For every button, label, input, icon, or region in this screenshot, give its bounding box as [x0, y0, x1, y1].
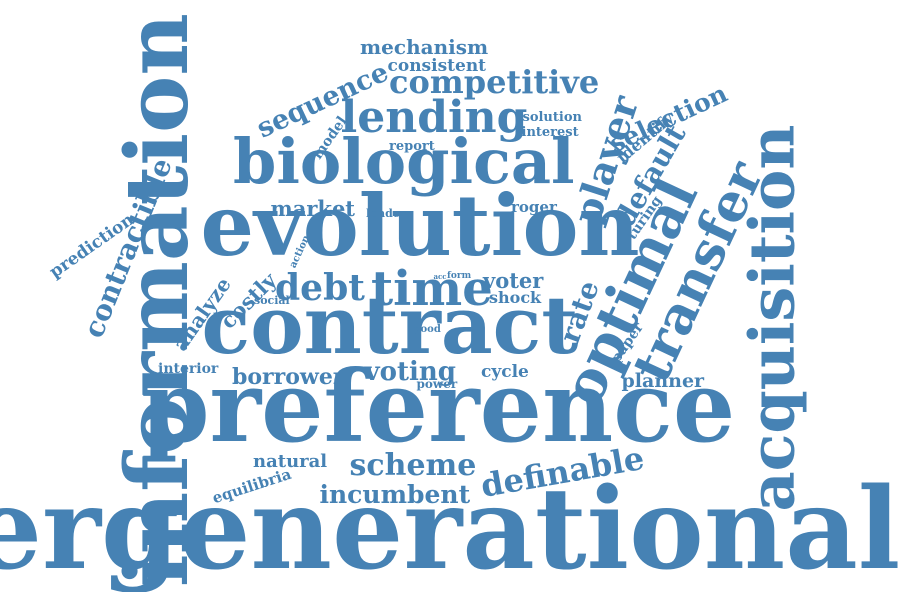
word-debt: debt	[275, 267, 365, 309]
word-consistent: consistent	[387, 55, 487, 76]
word-lender: lender	[366, 206, 406, 220]
word-contract: contract	[201, 278, 579, 372]
word-shock: shock	[489, 288, 542, 307]
word-biological: biological	[233, 125, 575, 198]
word-competitive: competitive	[389, 63, 600, 101]
word-information: information	[106, 13, 208, 587]
word-acc: acc	[433, 271, 447, 281]
word-lending: lending	[340, 92, 528, 143]
word-voting: voting	[364, 357, 456, 387]
word-mechanism: mechanism	[360, 35, 489, 59]
word-intergenerational: intergenerational	[0, 464, 900, 592]
word-scheme: scheme	[349, 448, 477, 483]
word-report: report	[389, 138, 435, 154]
word-solution: solution	[522, 109, 582, 125]
word-form: form	[447, 270, 472, 281]
word-social: social	[254, 293, 290, 307]
word-planner: planner	[621, 369, 705, 392]
word-incumbent: incumbent	[319, 479, 471, 509]
word-cycle: cycle	[481, 361, 529, 382]
word-interest: interest	[521, 124, 579, 140]
word-time: time	[371, 261, 493, 317]
word-voter: voter	[483, 267, 544, 293]
word-natural: natural	[253, 451, 328, 472]
word-power: power	[416, 377, 458, 391]
word-roger: roger	[511, 197, 557, 216]
word-borrower: borrower	[232, 364, 345, 390]
word-preference: preference	[141, 350, 736, 465]
word-evolution: evolution	[200, 176, 640, 275]
word-interior: interior	[158, 361, 219, 377]
word-good: good	[413, 324, 441, 335]
word-market: market	[270, 195, 356, 221]
